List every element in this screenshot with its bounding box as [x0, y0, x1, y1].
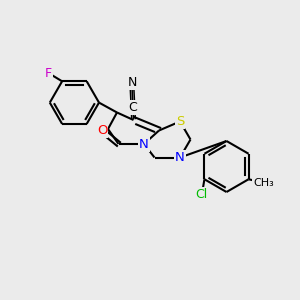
- Text: S: S: [176, 115, 184, 128]
- Text: CH₃: CH₃: [253, 178, 274, 188]
- Text: N: N: [139, 137, 149, 151]
- Text: O: O: [97, 124, 107, 137]
- Text: F: F: [45, 67, 52, 80]
- Text: N: N: [127, 76, 137, 89]
- Text: N: N: [175, 151, 185, 164]
- Text: C: C: [128, 101, 137, 114]
- Text: Cl: Cl: [195, 188, 208, 201]
